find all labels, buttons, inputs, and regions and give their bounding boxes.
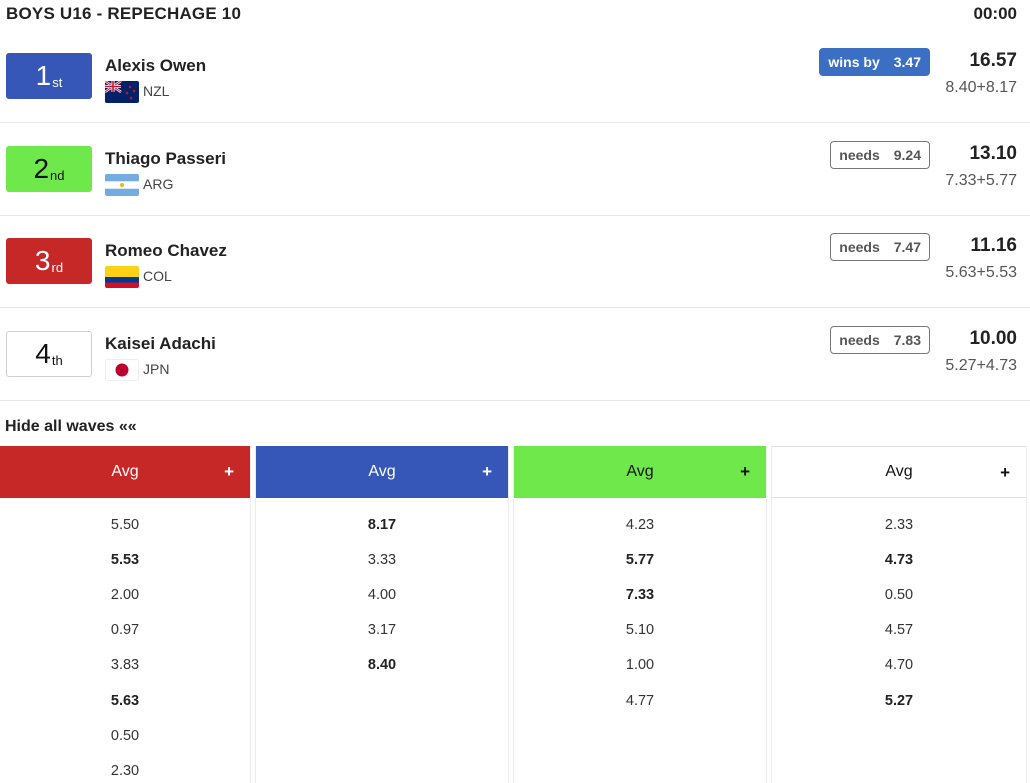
flag-arg-icon [105,174,139,196]
total-score: 11.16 [970,235,1018,256]
expand-plus-icon[interactable]: + [224,462,234,481]
wave-score: 5.77 [625,551,655,568]
wave-column-header[interactable]: Avg + [772,446,1026,498]
score-breakdown: 8.40+8.17 [945,79,1017,96]
wave-score: 4.70 [884,657,914,674]
wave-score: 5.63 [110,692,140,709]
surfer-name[interactable]: Thiago Passeri [105,149,226,168]
wave-score: 3.33 [367,551,397,568]
place-number: 2 [33,153,50,184]
wave-score: 5.50 [110,516,140,533]
wave-score: 4.77 [625,692,655,709]
surfer-name[interactable]: Alexis Owen [105,56,207,75]
wave-score: 4.23 [625,516,655,533]
flag-nzl-icon [105,81,139,103]
heat-header: BOYS U16 - REPECHAGE 10 00:00 [0,0,1030,30]
wave-score: 2.00 [110,586,140,603]
wave-score: 3.83 [110,657,140,674]
country-code: JPN [143,361,170,377]
flag-col-icon [105,266,139,288]
total-score: 10.00 [969,328,1017,349]
place-suffix: nd [50,167,65,183]
badge-label: needs [839,147,880,163]
place-suffix: rd [51,259,64,275]
expand-plus-icon[interactable]: + [740,462,750,481]
wave-score: 3.17 [367,622,397,639]
badge-label: wins by [828,54,880,70]
wave-column-green: Avg +4.23 5.77 7.33 5.10 1.00 4.77 [513,446,767,783]
score-breakdown: 7.33+5.77 [945,172,1017,189]
wave-score: 5.53 [110,551,140,568]
wave-score: 4.73 [884,551,914,568]
place-suffix: th [51,352,63,368]
wave-score: 0.97 [110,622,140,639]
surfer-name[interactable]: Romeo Chavez [105,241,227,260]
wave-column-header[interactable]: Avg + [256,446,508,498]
hide-all-waves-link[interactable]: Hide all waves «« [5,418,137,435]
wave-score: 7.33 [625,586,655,603]
wave-score: 5.10 [625,622,655,639]
wave-score-list: 5.50 5.53 2.00 0.97 3.83 5.63 0.50 2.30 [0,498,250,783]
surfer-name[interactable]: Kaisei Adachi [105,334,216,353]
avg-label: Avg [626,463,654,480]
wave-column-header[interactable]: Avg + [0,446,250,498]
country-code: NZL [143,83,170,99]
total-score: 16.57 [969,50,1017,71]
wave-score: 1.00 [625,657,655,674]
wave-score-list: 2.33 4.73 0.50 4.57 4.70 5.27 [772,498,1026,718]
wave-score: 4.57 [884,622,914,639]
badge-value: 7.47 [893,239,921,255]
wave-score: 0.50 [110,727,140,744]
wave-score: 2.33 [884,516,914,533]
wave-score: 2.30 [110,762,140,779]
wave-score: 4.00 [367,586,397,603]
badge-label: needs [839,239,880,255]
wave-score: 5.27 [884,692,914,709]
place-suffix: st [52,74,63,90]
needs-badge: needs 7.47 [830,233,930,261]
place-number: 3 [34,245,51,276]
badge-value: 3.47 [893,54,921,70]
wave-column-blue: Avg +8.17 3.33 4.00 3.17 8.40 [255,446,509,783]
country-code: ARG [143,176,174,192]
wave-column-header[interactable]: Avg + [514,446,766,498]
avg-label: Avg [368,463,396,480]
heat-clock: 00:00 [973,4,1017,23]
avg-label: Avg [885,463,913,480]
place-number: 4 [35,338,51,369]
wave-score: 0.50 [884,586,914,603]
country-code: COL [143,268,172,284]
score-breakdown: 5.63+5.53 [945,264,1017,281]
needs-badge: needs 7.83 [830,326,930,354]
expand-plus-icon[interactable]: + [1000,463,1010,482]
heat-title: BOYS U16 - REPECHAGE 10 [6,4,242,23]
place-number: 1 [35,60,52,91]
wins-by-badge: wins by 3.47 [819,48,930,76]
wave-score-list: 8.17 3.33 4.00 3.17 8.40 [256,498,508,683]
badge-label: needs [839,332,880,348]
expand-plus-icon[interactable]: + [482,462,492,481]
wave-column-red: Avg +5.50 5.53 2.00 0.97 3.83 5.63 0.50 2.30 [0,446,251,783]
badge-value: 9.24 [893,147,921,163]
wave-score: 8.17 [367,516,397,533]
flag-jpn-icon [105,359,139,381]
badge-value: 7.83 [893,332,921,348]
wave-score: 8.40 [367,657,397,674]
wave-column-white: Avg +2.33 4.73 0.50 4.57 4.70 5.27 [771,446,1027,783]
score-breakdown: 5.27+4.73 [945,357,1017,374]
avg-label: Avg [111,463,139,480]
wave-score-list: 4.23 5.77 7.33 5.10 1.00 4.77 [514,498,766,718]
needs-badge: needs 9.24 [830,141,930,169]
total-score: 13.10 [969,143,1017,164]
